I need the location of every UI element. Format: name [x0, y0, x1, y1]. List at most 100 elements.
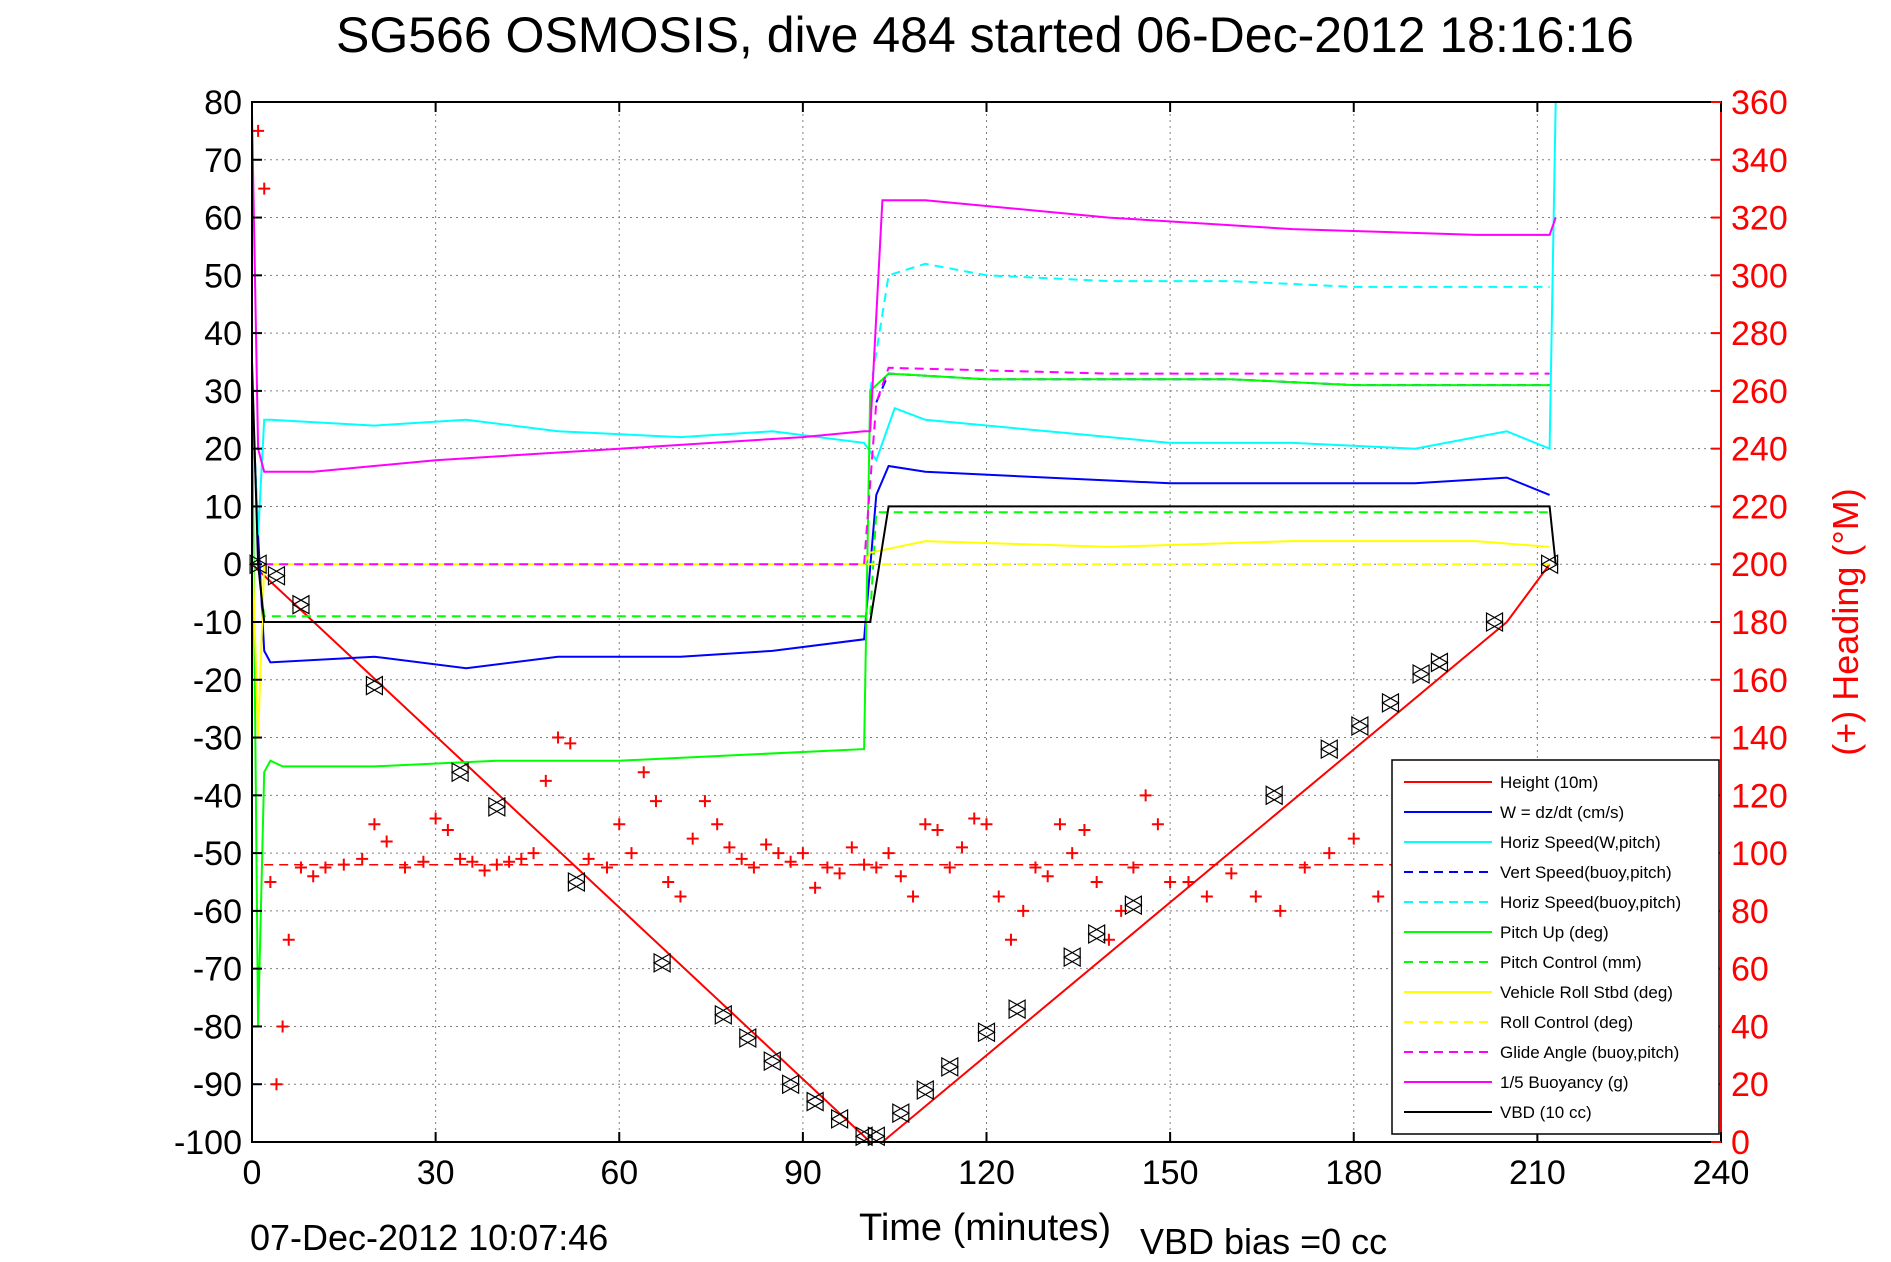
profile-marker: [940, 1056, 959, 1077]
heading-point: [1249, 890, 1262, 903]
heading-point: [552, 731, 565, 744]
heading-point: [674, 890, 687, 903]
profile-marker: [1320, 739, 1339, 760]
heading-point: [980, 818, 993, 831]
y-right-tick-label: 140: [1731, 720, 1788, 758]
x-tick-label: 120: [958, 1154, 1015, 1192]
heading-point: [845, 841, 858, 854]
y-left-tick-label: 70: [204, 142, 242, 180]
heading-point: [907, 890, 920, 903]
heading-point: [637, 766, 650, 779]
profile-marker: [781, 1074, 800, 1095]
legend-label: W = dz/dt (cm/s): [1500, 803, 1624, 822]
right-axis-ticks: 3603403203002802602402202001801601401201…: [1711, 84, 1788, 1162]
y-left-tick-label: -100: [174, 1124, 242, 1162]
y-left-tick-label: -10: [193, 604, 242, 642]
y-right-tick-label: 360: [1731, 84, 1788, 122]
legend: Height (10m) W = dz/dt (cm/s) Horiz Speed(…: [1391, 759, 1720, 1135]
y-left-tick-label: -80: [193, 1008, 242, 1046]
profile-marker: [567, 871, 586, 893]
heading-point: [968, 812, 981, 825]
y-right-tick-label: 200: [1731, 546, 1788, 584]
heading-point: [539, 774, 552, 787]
heading-point: [1139, 789, 1152, 802]
heading-point: [441, 824, 454, 836]
heading-point: [1151, 818, 1164, 831]
heading-point: [1127, 861, 1140, 874]
y-left-tick-label: -90: [193, 1066, 242, 1104]
series-line: [251, 372, 1550, 1027]
series-line: [257, 511, 1550, 618]
y-right-tick-label: 120: [1731, 777, 1788, 815]
series-line: [251, 535, 1550, 738]
heading-point: [723, 841, 736, 854]
profile-marker: [1350, 715, 1370, 737]
profile-marker: [1540, 554, 1559, 575]
y-left-tick-label: 10: [204, 488, 242, 526]
heading-point: [772, 847, 785, 860]
y-right-tick-label: 60: [1731, 951, 1769, 989]
profile-marker: [830, 1108, 849, 1129]
y-right-tick-label: 180: [1731, 604, 1788, 642]
profile-marker: [714, 1004, 733, 1025]
y-right-tick-label: 340: [1731, 142, 1788, 180]
x-tick-label: 240: [1693, 1154, 1750, 1192]
legend-label: Height (10m): [1500, 773, 1598, 792]
y-right-tick-label: 320: [1731, 200, 1788, 238]
heading-point: [515, 852, 528, 865]
heading-point: [1274, 904, 1287, 917]
heading-point: [686, 832, 699, 845]
y-left-tick-label: 50: [204, 257, 242, 295]
series-line: [251, 361, 1557, 623]
heading-point: [429, 812, 442, 825]
heading-point: [478, 864, 491, 877]
y-right-tick-label: 80: [1731, 893, 1769, 931]
profile-marker: [1264, 785, 1284, 806]
heading-point: [582, 852, 595, 865]
heading-point: [711, 818, 724, 831]
heading-point: [882, 847, 895, 860]
profile-marker: [805, 1091, 825, 1112]
heading-point: [380, 835, 393, 848]
heading-point: [1164, 876, 1177, 888]
heading-point: [1041, 870, 1054, 883]
heading-point: [1298, 861, 1311, 874]
y-left-tick-label: -70: [193, 951, 242, 989]
heading-point: [735, 852, 748, 865]
profile-marker: [763, 1051, 782, 1072]
heading-point: [760, 838, 773, 851]
heading-point: [417, 855, 430, 868]
chart-title: SG566 OSMOSIS, dive 484 started 06-Dec-2…: [336, 7, 1634, 63]
heading-point: [276, 1020, 289, 1033]
legend-label: Horiz Speed(buoy,pitch): [1500, 893, 1681, 912]
profile-marker: [1411, 663, 1431, 685]
profile-marker: [1062, 947, 1082, 968]
heading-point: [613, 818, 626, 831]
legend-label: VBD (10 cc): [1500, 1103, 1592, 1122]
profile-marker: [1124, 895, 1143, 916]
y-left-tick-label: -20: [193, 662, 242, 700]
heading-point: [784, 855, 797, 868]
heading-point: [252, 124, 265, 137]
profile-marker: [267, 565, 286, 586]
heading-point: [931, 824, 944, 836]
heading-point: [466, 855, 479, 868]
heading-point: [1225, 867, 1238, 880]
profile-marker: [977, 1022, 996, 1043]
heading-point: [747, 861, 760, 874]
heading-point: [1200, 890, 1213, 903]
heading-point: [454, 852, 467, 865]
y-left-tick-label: 20: [204, 431, 242, 469]
heading-point: [399, 861, 412, 874]
x-tick-label: 150: [1142, 1154, 1199, 1192]
y-left-tick-label: 0: [223, 546, 242, 584]
y-left-tick-label: 40: [204, 315, 242, 353]
heading-point: [270, 1078, 283, 1091]
y-right-tick-label: 40: [1731, 1008, 1769, 1046]
heading-point: [337, 858, 350, 871]
heading-point: [833, 867, 846, 880]
profile-marker: [1007, 999, 1027, 1020]
heading-point: [649, 795, 662, 808]
heading-point: [1182, 876, 1195, 888]
